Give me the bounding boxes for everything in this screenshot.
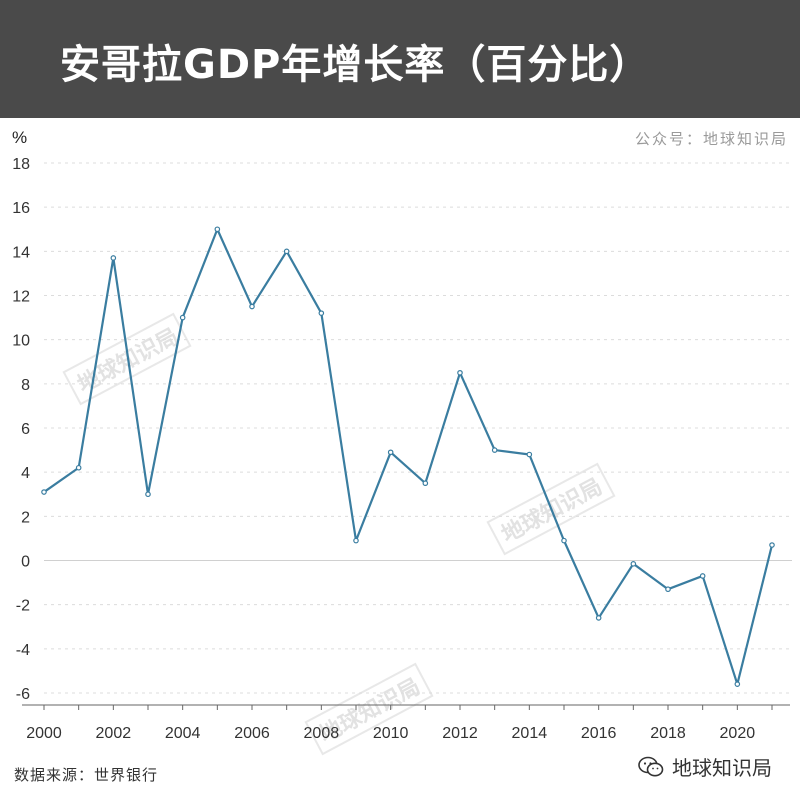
- y-tick-label: -2: [16, 598, 30, 615]
- data-point: [561, 537, 567, 544]
- data-point: [595, 615, 602, 621]
- series-line: [43, 228, 774, 686]
- x-tick-label: 2006: [234, 725, 270, 742]
- data-source: 数据来源：世界银行: [14, 766, 159, 784]
- x-tick-label: 2008: [304, 725, 340, 742]
- data-point: [422, 480, 429, 487]
- wechat-icon: [638, 756, 664, 776]
- x-tick-label: 2016: [581, 725, 617, 742]
- data-point: [214, 226, 221, 233]
- data-point: [318, 310, 325, 316]
- data-point: [665, 586, 671, 593]
- y-tick-label: 8: [21, 377, 30, 394]
- data-point: [75, 464, 82, 471]
- publisher-label: 公众号：地球知识局: [634, 130, 788, 148]
- data-point: [179, 314, 186, 321]
- data-point: [353, 537, 359, 544]
- y-tick-label: 18: [12, 156, 30, 173]
- data-point: [145, 491, 151, 498]
- y-tick-label: 14: [12, 244, 30, 261]
- data-point: [526, 451, 533, 458]
- x-tick-label: 2018: [650, 725, 686, 742]
- x-tick-label: 2004: [165, 725, 201, 742]
- y-tick-label: 0: [21, 554, 30, 571]
- chart-title: 安哥拉GDP年增长率（百分比）: [60, 42, 651, 88]
- x-tick-label: 2014: [512, 725, 548, 742]
- data-point: [769, 542, 775, 548]
- y-tick-label: 12: [12, 289, 30, 306]
- y-tick-label: 16: [12, 200, 30, 217]
- data-point: [387, 449, 394, 456]
- data-point: [630, 561, 637, 567]
- data-point: [283, 248, 290, 255]
- data-point: [491, 447, 498, 453]
- x-tick-label: 2000: [26, 725, 62, 742]
- title-banner: 安哥拉GDP年增长率（百分比）: [0, 0, 800, 118]
- brand-mark: 地球知识局: [638, 752, 772, 781]
- x-tick-label: 2012: [442, 725, 478, 742]
- line-chart: 18 16 14 12 10 8 6 4 2 0 -2 -4 -6 2000 2002 2004 2006 200…: [12, 156, 792, 742]
- data-point: [249, 303, 255, 310]
- x-tick-label: 2010: [373, 725, 409, 742]
- data-point: [699, 573, 706, 579]
- y-tick-label: 6: [21, 421, 30, 438]
- y-tick-label: 10: [12, 333, 30, 350]
- y-axis-unit: %: [12, 128, 28, 147]
- x-tick-label: 2020: [720, 725, 756, 742]
- brand-label: 地球知识局: [672, 756, 772, 780]
- data-point: [734, 681, 741, 687]
- y-tick-label: -4: [16, 642, 30, 659]
- y-tick-label: 2: [21, 509, 30, 526]
- data-point: [457, 369, 463, 376]
- y-tick-label: 4: [21, 465, 30, 482]
- x-tick-label: 2002: [96, 725, 132, 742]
- data-point: [41, 489, 47, 495]
- y-tick-label: -6: [16, 686, 30, 703]
- data-point: [110, 255, 117, 261]
